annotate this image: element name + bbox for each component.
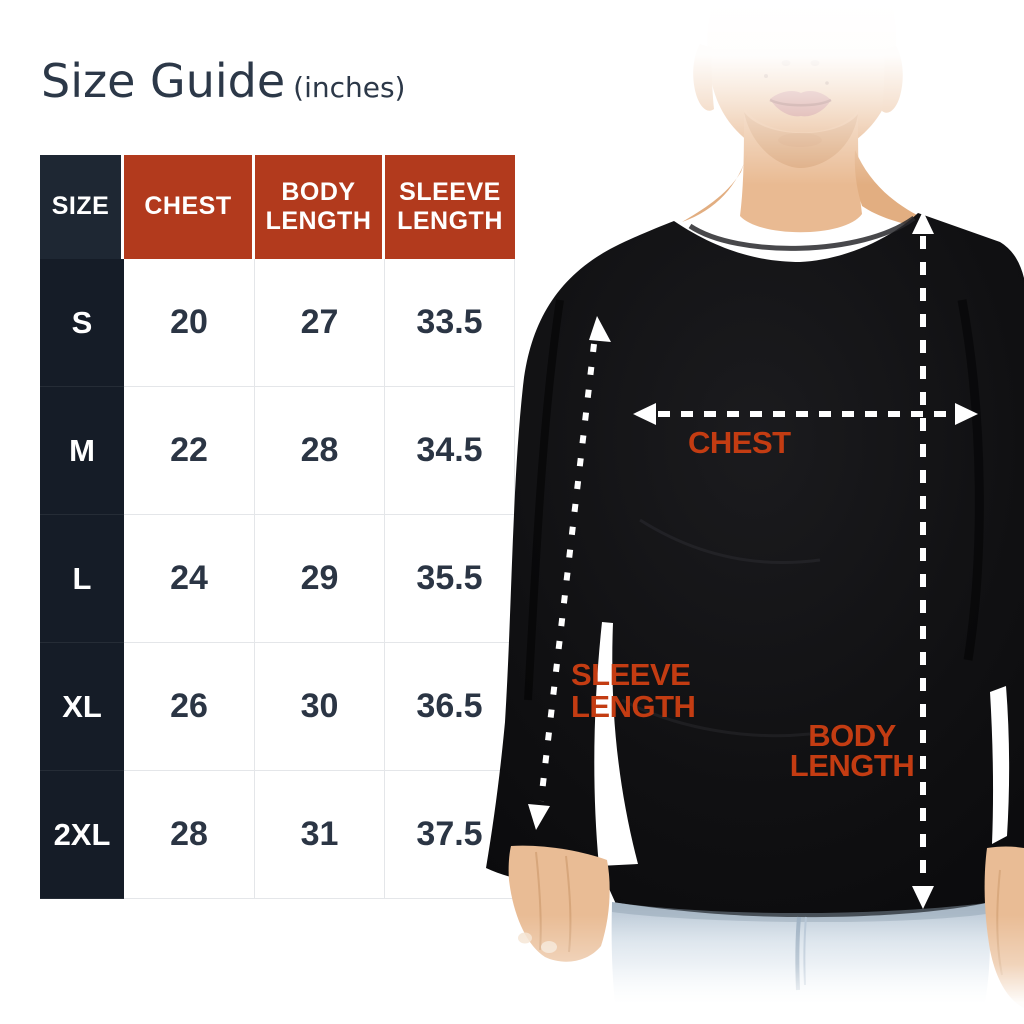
- cell-xl-body: 30: [255, 643, 385, 771]
- cell-l-chest: 24: [124, 515, 255, 643]
- lips: [770, 91, 831, 117]
- beauty-mark: [825, 81, 829, 85]
- right-hand: [984, 846, 1024, 1008]
- neck: [740, 108, 862, 233]
- cell-2xl-body: 31: [255, 771, 385, 899]
- gap-right: [990, 686, 1010, 844]
- cell-s-chest: 20: [124, 259, 255, 387]
- col-header-size: SIZE: [40, 155, 124, 259]
- chest-arrow-right: [955, 403, 978, 425]
- nostril-left: [781, 60, 791, 66]
- fly-seam: [795, 916, 801, 991]
- row-header-l: L: [40, 515, 124, 643]
- unit-label: (inches): [293, 71, 406, 104]
- sleeve-length-label-line2: LENGTH: [571, 689, 695, 724]
- fold-shadow: [524, 299, 564, 701]
- page-title: Size Guide (inches): [41, 54, 405, 108]
- col-header-body-length: BODY LENGTH: [255, 155, 385, 259]
- sleeve-length-arrow-bottom: [528, 804, 550, 830]
- sleeve-length-arrow-top: [589, 316, 611, 342]
- size-table: SIZE CHEST BODY LENGTH SLEEVE LENGTH S 2…: [40, 155, 515, 899]
- cell-l-sleeve: 35.5: [385, 515, 515, 643]
- beauty-mark: [764, 74, 768, 78]
- body-length-arrow-bottom: [912, 886, 934, 909]
- fingernail: [518, 932, 532, 944]
- cell-m-chest: 22: [124, 387, 255, 515]
- right-trapezius: [854, 150, 978, 238]
- body-length-label-line1: BODY: [808, 718, 896, 753]
- cell-m-body: 28: [255, 387, 385, 515]
- cell-s-sleeve: 33.5: [385, 259, 515, 387]
- page-title-text: Size Guide: [41, 54, 286, 108]
- cell-l-body: 29: [255, 515, 385, 643]
- chin-shadow: [778, 133, 822, 147]
- col-header-sleeve-length: SLEEVE LENGTH: [385, 155, 515, 259]
- collar-seam: [688, 215, 916, 251]
- gap-left: [594, 622, 638, 866]
- row-header-xl: XL: [40, 643, 124, 771]
- row-header-m: M: [40, 387, 124, 515]
- chest-dimension: CHEST: [633, 403, 978, 460]
- mouth-line: [769, 98, 832, 107]
- fold-highlight: [621, 698, 811, 738]
- jeans: [611, 902, 990, 1002]
- fold-highlight: [639, 518, 821, 565]
- cell-xl-chest: 26: [124, 643, 255, 771]
- face-fade: [655, 0, 945, 185]
- left-hand: [508, 845, 610, 962]
- black-long-sleeve-shirt: [486, 213, 1024, 919]
- nostril-right: [810, 60, 820, 66]
- neck-shadow: [744, 112, 858, 168]
- cell-2xl-sleeve: 37.5: [385, 771, 515, 899]
- chest-label: CHEST: [688, 425, 791, 460]
- fingernail: [541, 941, 557, 953]
- col-header-chest: CHEST: [124, 155, 255, 259]
- fold-shadow: [957, 299, 984, 661]
- chest-arrow-left: [633, 403, 656, 425]
- left-ear: [693, 44, 714, 111]
- bottom-fade: [430, 915, 1024, 1024]
- sleeve-length-dashed-line: [538, 343, 597, 802]
- body-length-arrow-top: [912, 211, 934, 234]
- cell-s-body: 27: [255, 259, 385, 387]
- row-header-2xl: 2XL: [40, 771, 124, 899]
- hem-shadow: [612, 902, 986, 923]
- sleeve-length-dimension: SLEEVE LENGTH: [528, 316, 696, 830]
- sleeve-length-label-line1: SLEEVE: [571, 657, 690, 692]
- row-header-s: S: [40, 259, 124, 387]
- body-length-label-line2: LENGTH: [790, 748, 914, 783]
- left-trapezius: [682, 152, 748, 222]
- model-head: [655, 0, 978, 238]
- cell-2xl-chest: 28: [124, 771, 255, 899]
- cell-m-sleeve: 34.5: [385, 387, 515, 515]
- right-ear: [882, 46, 903, 113]
- fly-stitch: [803, 916, 807, 986]
- cell-xl-sleeve: 36.5: [385, 643, 515, 771]
- body-length-dimension: BODY LENGTH: [790, 211, 934, 909]
